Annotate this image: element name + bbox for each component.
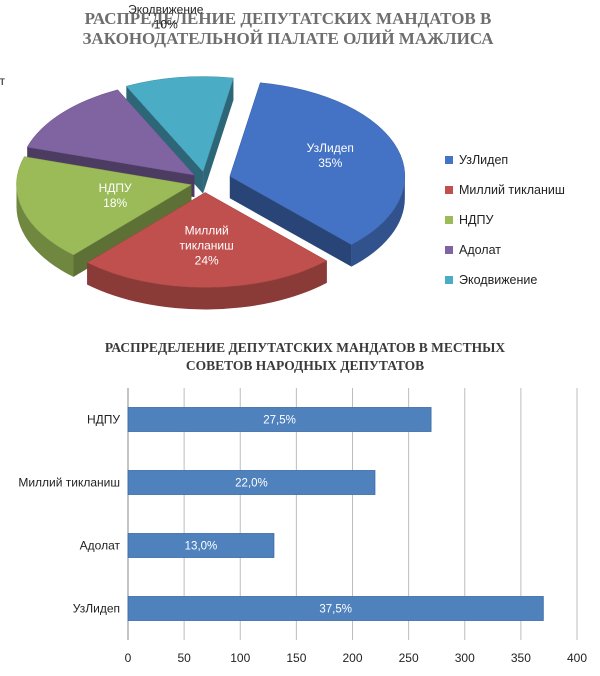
pie-slice-top [26, 89, 196, 176]
x-tick-label: 250 [399, 651, 419, 665]
pie-slice-top [86, 192, 328, 288]
pie-slice-label-adolat: Адолат [0, 74, 6, 88]
pie-slice-label-ekodvizhenie: 10% [154, 18, 178, 32]
legend-entry-ndpu: НДПУ [459, 213, 493, 227]
pie-slice-label-uzlidep: 35% [318, 156, 342, 170]
bar-data-label-milliy-tiklanish: 22,0% [235, 478, 268, 490]
bar-chart-bars: 27,5% 22,0% 13,0% 37,5% [127, 407, 544, 621]
legend-swatch-adolat [445, 246, 453, 254]
pie-slice-wall [229, 176, 352, 267]
bar-chart-title-line-2: СОВЕТОВ НАРОДНЫХ ДЕПУТАТОВ [186, 358, 424, 373]
pie-slice-label-ekodvizhenie: Экодвижение [128, 3, 204, 17]
pie-slice-label-ndpu: НДПУ [99, 181, 132, 195]
x-tick-label: 50 [177, 651, 191, 665]
pie-slice-rim [87, 260, 327, 310]
x-tick-label: 400 [567, 651, 587, 665]
x-tick-label: 150 [286, 651, 306, 665]
legend-entry-adolat: Адолат [459, 243, 501, 257]
pie-slice-label-uzlidep: УзЛидеп [307, 141, 354, 155]
legend-swatch-uzlidep [445, 156, 453, 164]
pie-chart-title-line-2: ЗАКОНОДАТЕЛЬНОЙ ПАЛАТЕ ОЛИЙ МАЖЛИСА [82, 29, 494, 48]
pie-slice-rim [351, 176, 405, 267]
pie-slice-top [125, 76, 234, 173]
pie-slice-label-milliy-tiklanish: тикланиш [180, 238, 234, 252]
x-tick-label: 200 [342, 651, 362, 665]
pie-slice-label-milliy-tiklanish: Миллий [185, 223, 229, 237]
category-label-uzlidep: УзЛидеп [73, 602, 120, 616]
x-tick-label: 0 [125, 651, 132, 665]
x-tick-label: 300 [455, 651, 475, 665]
bar-data-label-ndpu: 27,5% [263, 415, 296, 427]
bar-adolat [127, 533, 275, 558]
legend-swatch-ekodvizhenie [445, 276, 453, 284]
bar-data-label-adolat: 13,0% [185, 541, 218, 553]
legend-swatch-milliy-tiklanish [445, 186, 453, 194]
bar-data-label-uzlidep: 37,5% [319, 604, 352, 616]
pie-slice-top [16, 156, 193, 256]
bar-uzlidep [127, 596, 544, 621]
x-tick-label: 350 [511, 651, 531, 665]
legend-entry-uzlidep: УзЛидеп [459, 153, 508, 167]
category-label-adolat: Адолат [80, 539, 121, 553]
pie-slice-top [229, 82, 406, 245]
pie-slice-label-ndpu: 18% [103, 196, 127, 210]
bar-chart-category-labels: НДПУ Миллий тикланиш Адолат УзЛидеп [18, 413, 120, 616]
pie-chart [16, 76, 406, 310]
category-label-milliy-tiklanish: Миллий тикланиш [18, 476, 120, 490]
legend-swatch-ndpu [445, 216, 453, 224]
pie-slice-rim [16, 184, 74, 277]
pie-slice-milliy-tiklanish [86, 192, 328, 310]
pie-slice-wall [203, 78, 234, 194]
legend-entry-ekodvizhenie: Экодвижение [459, 273, 537, 287]
bar-chart-title-line-1: РАСПРЕДЕЛЕНИЕ ДЕПУТАТСКИХ МАНДАТОВ В МЕС… [105, 340, 506, 355]
pie-slice-label-milliy-tiklanish: 24% [195, 253, 219, 267]
x-tick-label: 100 [230, 651, 250, 665]
pie-chart-title-line-1: РАСПРЕДЕЛЕНИЕ ДЕПУТАТСКИХ МАНДАТОВ В [85, 9, 492, 28]
pie-legend: УзЛидеп Миллий тикланиш НДПУ Адолат Экодвиже… [445, 153, 565, 287]
bar-milliy-tiklanish [127, 470, 376, 495]
pie-slice-uzlidep [229, 82, 406, 267]
bar-chart-tick-labels: 0 50 100 150 200 250 300 350 400 [125, 651, 588, 665]
legend-entry-milliy-tiklanish: Миллий тикланиш [459, 183, 565, 197]
bar-ndpu [127, 407, 432, 432]
category-label-ndpu: НДПУ [87, 413, 120, 427]
